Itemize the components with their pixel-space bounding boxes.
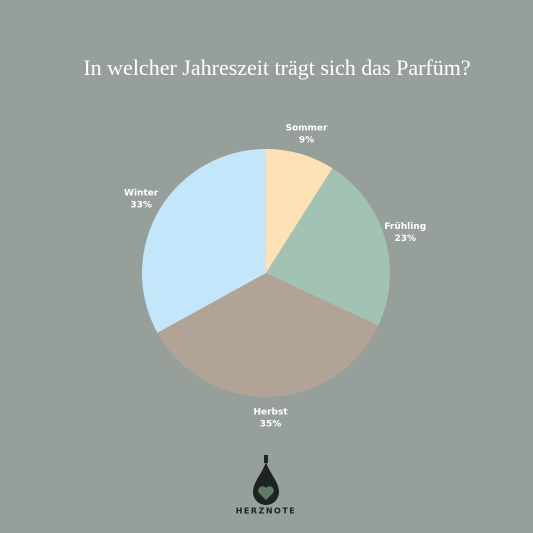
pie-slice xyxy=(141,149,266,333)
slice-value-label: 9% xyxy=(299,135,314,145)
slice-value-label: 23% xyxy=(394,234,416,244)
pie-slice xyxy=(266,168,390,326)
slice-label: Winter xyxy=(124,189,159,199)
chart-title: In welcher Jahreszeit trägt sich das Par… xyxy=(83,55,470,80)
slice-value-label: 35% xyxy=(260,419,282,429)
slice-label: Frühling xyxy=(384,222,426,232)
pie-slice xyxy=(157,273,379,397)
slice-label: Sommer xyxy=(285,123,328,133)
pie-slice xyxy=(266,149,333,273)
brand: HERZNOTE xyxy=(236,507,297,516)
logo xyxy=(253,455,279,505)
slice-label: Herbst xyxy=(253,407,288,417)
slice-value-label: 33% xyxy=(130,201,152,211)
